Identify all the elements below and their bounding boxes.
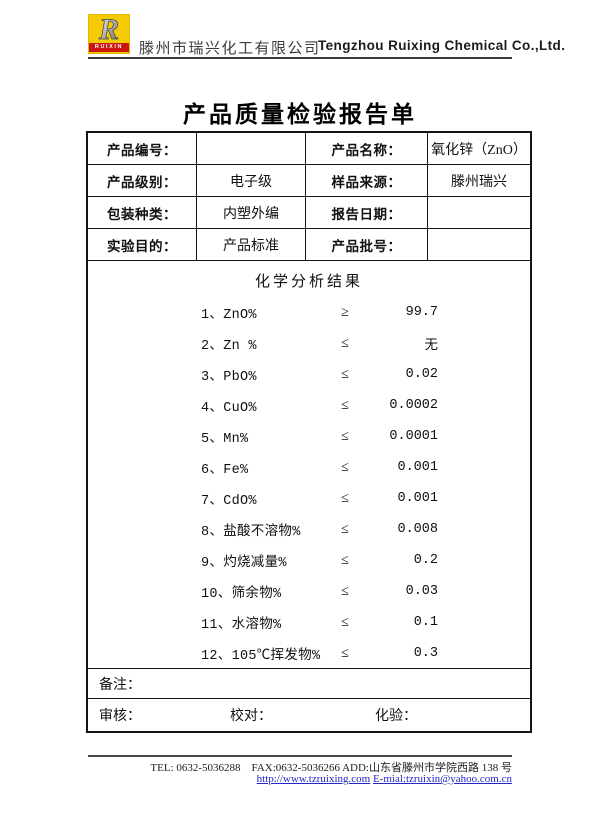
logo-r-icon: R [98,13,120,45]
analysis-section: 化学分析结果 1、ZnO% ≥ 99.7 2、Zn % ≤ 无 3、PbO% ≤… [88,261,530,669]
review-label: 审核： [99,709,141,724]
relation-symbol: ≤ [341,614,349,630]
analysis-row: 7、CdO% ≤ 0.001 [201,483,438,514]
footer-contact: TEL: 0632-5036288 FAX:0632-5036266 ADD:山… [150,762,512,774]
header-divider [88,57,512,59]
label-batch-no: 产品批号： [306,229,428,261]
relation-symbol: ≤ [341,583,349,599]
value-batch-no [428,229,530,261]
logo-letter: R [98,13,119,45]
value-product-name: 氧化锌（ZnO） [428,133,530,165]
analysis-item-value: 0.02 [405,367,438,382]
analysis-item-name: 11、水溶物% [201,618,282,633]
analysis-item-value: 无 [424,339,439,354]
value-sample-source: 滕州瑞兴 [428,165,530,197]
value-test-purpose: 产品标准 [197,229,306,261]
company-logo: R RUIXIN [88,13,130,54]
assay-label: 化验： [375,709,417,724]
relation-symbol: ≤ [341,490,349,506]
analysis-item-name: 9、灼烧减量% [201,556,287,571]
proofread-label: 校对： [230,709,272,724]
analysis-item-name: 5、Mn% [201,432,249,447]
relation-symbol: ≤ [341,397,349,413]
value-report-date [428,197,530,229]
analysis-row: 10、筛余物% ≤ 0.03 [201,576,438,607]
analysis-row: 9、灼烧减量% ≤ 0.2 [201,545,438,576]
analysis-item-value: 0.0001 [389,429,438,444]
relation-symbol: ≤ [341,552,349,568]
analysis-item-value: 99.7 [405,305,438,320]
relation-symbol: ≤ [341,521,349,537]
label-product-grade: 产品级别： [88,165,197,197]
value-product-grade: 电子级 [197,165,306,197]
relation-symbol: ≤ [341,335,349,351]
analysis-item-value: 0.3 [413,646,438,661]
analysis-item-name: 8、盐酸不溶物% [201,525,301,540]
analysis-item-value: 0.2 [413,553,438,568]
signoff-row: 审核： 校对： 化验： [88,699,530,731]
label-package-type: 包装种类： [88,197,197,229]
relation-symbol: ≤ [341,428,349,444]
analysis-item-value: 0.1 [413,615,438,630]
analysis-item-value: 0.001 [397,460,438,475]
company-name-cn: 滕州市瑞兴化工有限公司 [139,41,321,57]
company-name-en: Tengzhou Ruixing Chemical Co.,Ltd. [318,38,566,53]
value-product-no [197,133,306,165]
analysis-item-name: 10、筛余物% [201,587,282,602]
analysis-item-value: 0.03 [405,584,438,599]
analysis-item-name: 7、CdO% [201,494,257,509]
relation-symbol: ≥ [341,304,349,320]
relation-symbol: ≤ [341,645,349,661]
analysis-item-name: 1、ZnO% [201,308,257,323]
analysis-row: 5、Mn% ≤ 0.0001 [201,421,438,452]
analysis-item-value: 0.0002 [389,398,438,413]
analysis-row: 3、PbO% ≤ 0.02 [201,359,438,390]
footer-divider [88,755,512,757]
label-report-date: 报告日期： [306,197,428,229]
analysis-row: 2、Zn % ≤ 无 [201,328,438,359]
relation-symbol: ≤ [341,366,349,382]
label-test-purpose: 实验目的： [88,229,197,261]
label-product-name: 产品名称： [306,133,428,165]
analysis-row: 11、水溶物% ≤ 0.1 [201,607,438,638]
label-sample-source: 样品来源： [306,165,428,197]
analysis-item-value: 0.008 [397,522,438,537]
analysis-item-name: 6、Fe% [201,463,249,478]
analysis-item-value: 0.001 [397,491,438,506]
page-title: 产品质量检验报告单 [183,102,417,128]
website-link[interactable]: http://www.tzruixing.com [256,773,371,785]
analysis-row: 8、盐酸不溶物% ≤ 0.008 [201,514,438,545]
report-table: 产品编号： 产品名称： 氧化锌（ZnO） 产品级别： 电子级 样品来源： 滕州瑞… [86,131,532,733]
analysis-item-name: 12、105℃挥发物% [201,649,321,664]
analysis-row: 6、Fe% ≤ 0.001 [201,452,438,483]
analysis-item-name: 3、PbO% [201,370,257,385]
analysis-row: 1、ZnO% ≥ 99.7 [201,297,438,328]
remarks-label: 备注： [99,677,141,693]
email-link[interactable]: E-mial:tzruixin@yahoo.com.cn [372,773,512,785]
label-product-no: 产品编号： [88,133,197,165]
analysis-title: 化学分析结果 [254,274,363,290]
analysis-item-name: 2、Zn % [201,339,257,354]
footer-links: http://www.tzruixing.com E-mial:tzruixin… [257,773,512,785]
relation-symbol: ≤ [341,459,349,475]
value-package-type: 内塑外编 [197,197,306,229]
analysis-row: 4、CuO% ≤ 0.0002 [201,390,438,421]
analysis-row: 12、105℃挥发物% ≤ 0.3 [201,638,438,669]
analysis-item-name: 4、CuO% [201,401,257,416]
product-info-grid: 产品编号： 产品名称： 氧化锌（ZnO） 产品级别： 电子级 样品来源： 滕州瑞… [88,133,530,261]
logo-brand-band: RUIXIN [89,43,129,52]
remarks-row: 备注： [88,669,530,699]
